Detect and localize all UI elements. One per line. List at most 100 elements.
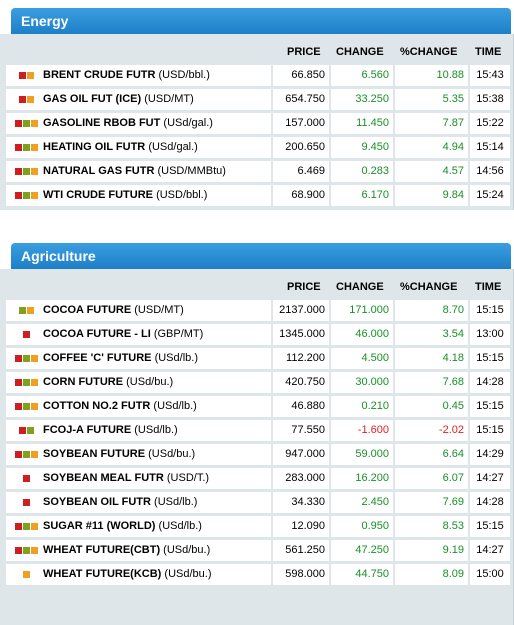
change-cell: 44.750	[331, 564, 393, 585]
table-row[interactable]: COCOA FUTURE - LI (GBP/MT) 1345.000 46.000…	[0, 323, 514, 347]
commodity-name-cell[interactable]: COCOA FUTURE (USD/MT)	[6, 300, 271, 321]
status-indicator-icons	[15, 120, 41, 127]
table-row[interactable]: GASOLINE RBOB FUT (USd/gal.) 157.000 11.45…	[0, 112, 514, 136]
commodity-name-cell[interactable]: WHEAT FUTURE(CBT) (USd/bu.)	[6, 540, 271, 561]
commodity-name-cell[interactable]: HEATING OIL FUTR (USd/gal.)	[6, 137, 271, 158]
status-square-icon	[23, 355, 30, 362]
price-column-header[interactable]: PRICE	[287, 281, 321, 293]
change-cell: 2.450	[331, 492, 393, 513]
percent-change-cell: 6.64	[395, 444, 468, 465]
status-indicator-icons	[15, 499, 41, 506]
table-row[interactable]: SOYBEAN OIL FUTR (USd/lb.) 34.330 2.450 7.6…	[0, 491, 514, 515]
status-square-icon	[31, 144, 38, 151]
time-cell: 14:27	[470, 540, 510, 561]
commodity-name[interactable]: COCOA FUTURE	[43, 304, 132, 316]
commodity-name[interactable]: WHEAT FUTURE(KCB)	[43, 568, 162, 580]
percent-change-cell: 0.45	[395, 396, 468, 417]
status-square-icon	[23, 120, 30, 127]
commodity-unit: (USD/T.)	[166, 472, 210, 484]
commodity-name-cell[interactable]: FCOJ-A FUTURE (USd/lb.)	[6, 420, 271, 441]
commodity-name[interactable]: COCOA FUTURE - LI	[43, 328, 151, 340]
table-row[interactable]: WTI CRUDE FUTURE (USD/bbl.) 68.900 6.170 9.…	[0, 184, 514, 208]
commodity-name[interactable]: CORN FUTURE	[43, 376, 124, 388]
commodity-name-cell[interactable]: BRENT CRUDE FUTR (USD/bbl.)	[6, 65, 271, 86]
commodity-name-cell[interactable]: SOYBEAN OIL FUTR (USd/lb.)	[6, 492, 271, 513]
price-column-header[interactable]: PRICE	[287, 46, 321, 58]
commodity-name-cell[interactable]: NATURAL GAS FUTR (USD/MMBtu)	[6, 161, 271, 182]
status-square-icon	[31, 120, 38, 127]
status-square-icon	[23, 499, 30, 506]
commodity-name[interactable]: NATURAL GAS FUTR	[43, 165, 155, 177]
commodity-name-cell[interactable]: CORN FUTURE (USd/bu.)	[6, 372, 271, 393]
table-row[interactable]: NATURAL GAS FUTR (USD/MMBtu) 6.469 0.283 4.…	[0, 160, 514, 184]
percent-change-cell: 6.07	[395, 468, 468, 489]
price-cell: 157.000	[273, 113, 329, 134]
table-row[interactable]: COCOA FUTURE (USD/MT) 2137.000 171.000 8.70…	[0, 299, 514, 323]
commodity-name-cell[interactable]: GAS OIL FUT (ICE) (USD/MT)	[6, 89, 271, 110]
time-cell: 14:56	[470, 161, 510, 182]
table-row[interactable]: BRENT CRUDE FUTR (USD/bbl.) 66.850 6.560 10…	[0, 64, 514, 88]
table-row[interactable]: GAS OIL FUT (ICE) (USD/MT) 654.750 33.250 5…	[0, 88, 514, 112]
commodity-name[interactable]: SOYBEAN FUTURE	[43, 448, 146, 460]
commodity-name[interactable]: WTI CRUDE FUTURE	[43, 189, 153, 201]
commodity-name[interactable]: GASOLINE RBOB FUT	[43, 117, 161, 129]
commodity-unit: (USd/lb.)	[153, 400, 197, 412]
table-row[interactable]: SOYBEAN MEAL FUTR (USD/T.) 283.000 16.200 6…	[0, 467, 514, 491]
commodity-name[interactable]: SOYBEAN MEAL FUTR	[43, 472, 164, 484]
commodity-name[interactable]: SUGAR #11 (WORLD)	[43, 520, 156, 532]
commodity-name[interactable]: GAS OIL FUT (ICE)	[43, 93, 142, 105]
time-cell: 15:38	[470, 89, 510, 110]
commodity-name[interactable]: COTTON NO.2 FUTR	[43, 400, 151, 412]
table-row[interactable]: WHEAT FUTURE(CBT) (USd/bu.) 561.250 47.250…	[0, 539, 514, 563]
percent-change-cell: 4.94	[395, 137, 468, 158]
status-indicator-icons	[15, 403, 41, 410]
table-row[interactable]: WHEAT FUTURE(KCB) (USd/bu.) 598.000 44.750…	[0, 563, 514, 587]
commodity-name[interactable]: COFFEE 'C' FUTURE	[43, 352, 152, 364]
change-column-header[interactable]: CHANGE	[336, 46, 384, 58]
commodity-name-cell[interactable]: COCOA FUTURE - LI (GBP/MT)	[6, 324, 271, 345]
percent-change-cell: 8.09	[395, 564, 468, 585]
time-cell: 15:15	[470, 396, 510, 417]
commodity-name-cell[interactable]: SOYBEAN FUTURE (USd/bu.)	[6, 444, 271, 465]
commodity-unit: (USD/MT)	[144, 93, 194, 105]
commodity-name-cell[interactable]: WTI CRUDE FUTURE (USD/bbl.)	[6, 185, 271, 206]
price-cell: 654.750	[273, 89, 329, 110]
status-square-icon	[15, 403, 22, 410]
table-row[interactable]: CORN FUTURE (USd/bu.) 420.750 30.000 7.68 14…	[0, 371, 514, 395]
commodity-name-cell[interactable]: GASOLINE RBOB FUT (USd/gal.)	[6, 113, 271, 134]
change-cell: 0.950	[331, 516, 393, 537]
time-column-header[interactable]: TIME	[475, 46, 502, 58]
commodity-name-cell[interactable]: WHEAT FUTURE(KCB) (USd/bu.)	[6, 564, 271, 585]
time-column-header[interactable]: TIME	[475, 281, 502, 293]
table-row[interactable]: HEATING OIL FUTR (USd/gal.) 200.650 9.450 4…	[0, 136, 514, 160]
time-cell: 15:15	[470, 300, 510, 321]
change-column-header[interactable]: CHANGE	[336, 281, 384, 293]
commodity-name[interactable]: HEATING OIL FUTR	[43, 141, 146, 153]
status-square-icon	[23, 475, 30, 482]
commodity-unit: (USD/bbl.)	[158, 69, 210, 81]
table-row[interactable]: COTTON NO.2 FUTR (USd/lb.) 46.880 0.210 0.4…	[0, 395, 514, 419]
percent-change-cell: 3.54	[395, 324, 468, 345]
commodity-name[interactable]: SOYBEAN OIL FUTR	[43, 496, 151, 508]
commodity-name[interactable]: BRENT CRUDE FUTR	[43, 69, 156, 81]
percent-change-cell: 7.68	[395, 372, 468, 393]
commodity-name-cell[interactable]: SOYBEAN MEAL FUTR (USD/T.)	[6, 468, 271, 489]
status-indicator-icons	[15, 307, 41, 314]
percent-change-column-header[interactable]: %CHANGE	[400, 46, 458, 58]
agriculture-rows: COCOA FUTURE (USD/MT) 2137.000 171.000 8.70…	[0, 299, 514, 587]
table-row[interactable]: SOYBEAN FUTURE (USd/bu.) 947.000 59.000 6.6…	[0, 443, 514, 467]
commodity-name-cell[interactable]: SUGAR #11 (WORLD) (USd/lb.)	[6, 516, 271, 537]
commodity-unit: (USd/gal.)	[163, 117, 213, 129]
commodity-name[interactable]: FCOJ-A FUTURE	[43, 424, 132, 436]
status-indicator-icons	[15, 547, 41, 554]
table-row[interactable]: SUGAR #11 (WORLD) (USd/lb.) 12.090 0.950 8.…	[0, 515, 514, 539]
commodity-name-cell[interactable]: COFFEE 'C' FUTURE (USd/lb.)	[6, 348, 271, 369]
percent-change-column-header[interactable]: %CHANGE	[400, 281, 458, 293]
energy-rows: BRENT CRUDE FUTR (USD/bbl.) 66.850 6.560 10…	[0, 64, 514, 208]
percent-change-cell: 5.35	[395, 89, 468, 110]
commodity-name[interactable]: WHEAT FUTURE(CBT)	[43, 544, 161, 556]
table-row[interactable]: COFFEE 'C' FUTURE (USd/lb.) 112.200 4.500 4…	[0, 347, 514, 371]
table-row[interactable]: FCOJ-A FUTURE (USd/lb.) 77.550 -1.600 -2.02…	[0, 419, 514, 443]
commodity-name-cell[interactable]: COTTON NO.2 FUTR (USd/lb.)	[6, 396, 271, 417]
percent-change-cell: 9.19	[395, 540, 468, 561]
